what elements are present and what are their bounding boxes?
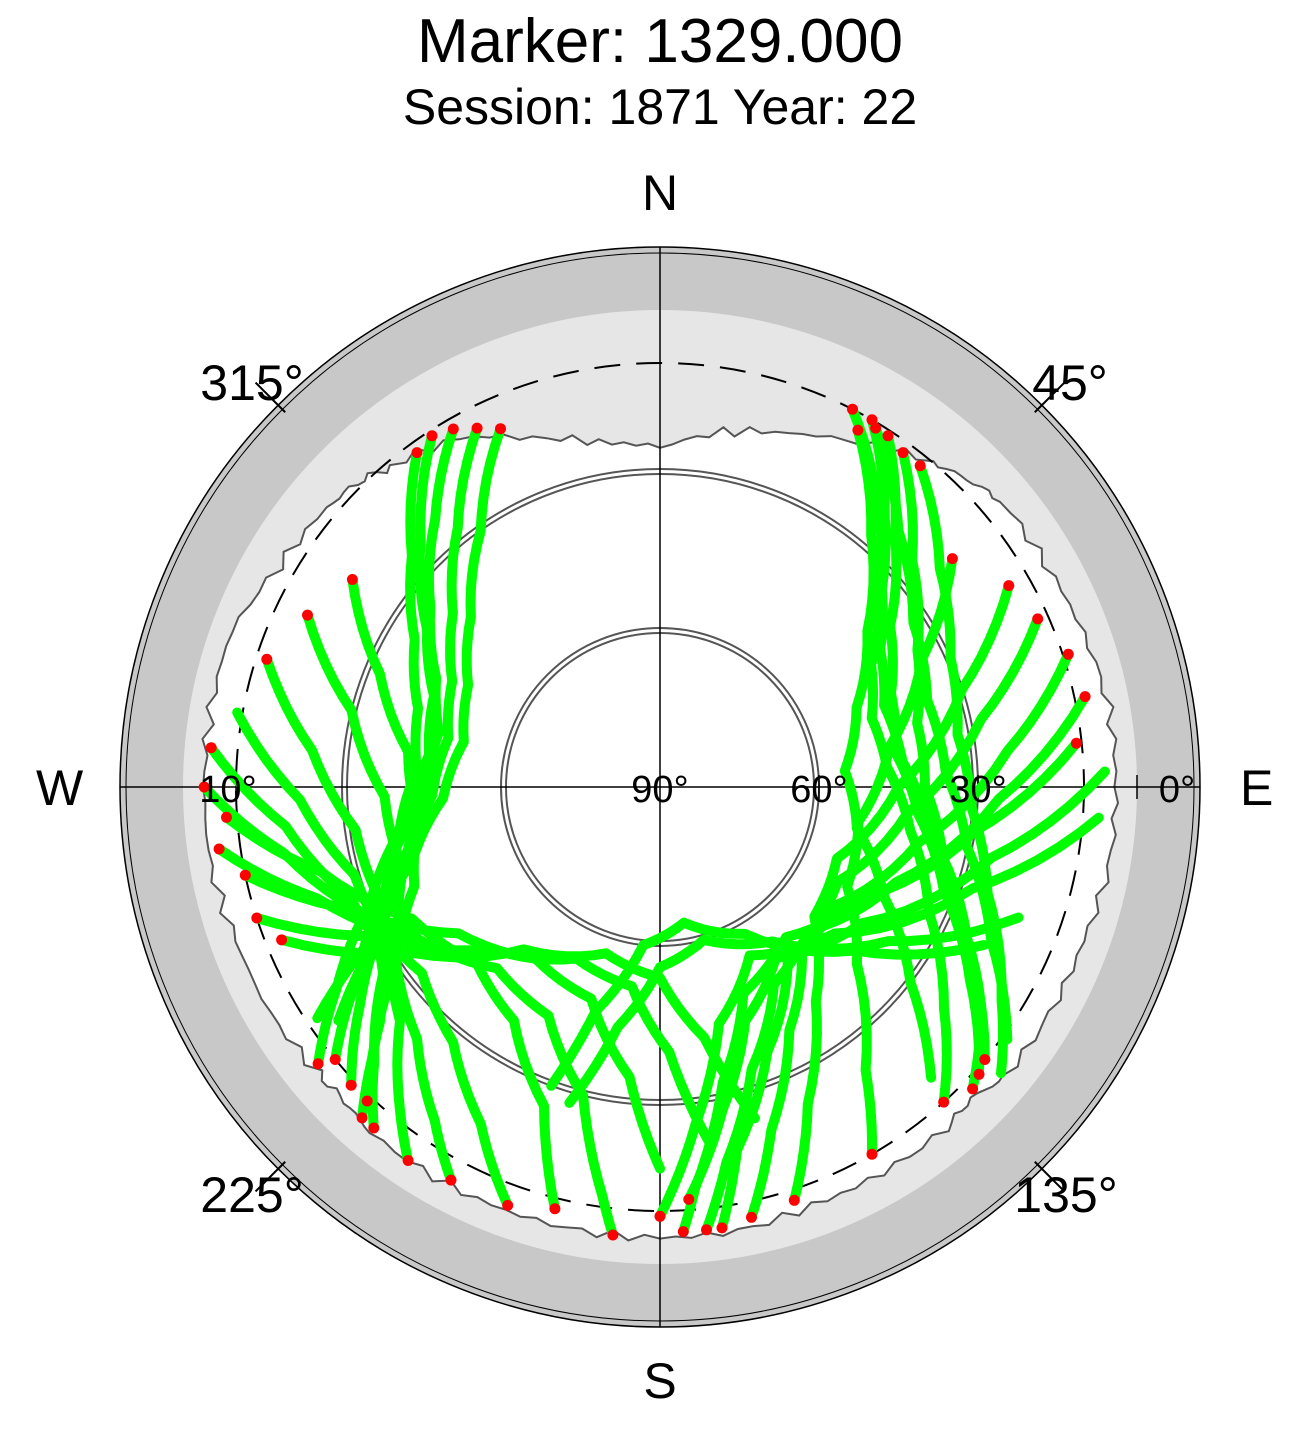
azimuth-label: 135° <box>1014 1167 1117 1223</box>
satellite-track <box>717 649 1074 1233</box>
track-endpoint <box>973 1068 985 1080</box>
elevation-label: 30° <box>949 769 1006 811</box>
track-endpoint <box>205 742 217 754</box>
track-endpoint <box>447 423 459 435</box>
track-endpoint <box>1032 613 1044 625</box>
track-endpoint <box>914 460 926 472</box>
track-endpoint <box>549 1203 561 1215</box>
azimuth-label: 45° <box>1032 355 1108 411</box>
track-endpoint <box>361 1095 373 1107</box>
track-endpoint <box>251 912 263 924</box>
track-endpoint <box>198 781 210 793</box>
track-endpoint <box>261 653 273 665</box>
satellite-tracks <box>199 404 1110 1240</box>
compass-east-label: E <box>1240 760 1273 816</box>
track-endpoint <box>471 422 483 434</box>
satellite-track <box>683 766 1110 1205</box>
track-endpoint <box>356 1112 368 1124</box>
azimuth-ticks <box>254 381 1066 1193</box>
track-endpoint <box>346 574 358 585</box>
azimuth-tick <box>254 1161 286 1193</box>
elevation-label: 10° <box>199 769 256 811</box>
track-endpoint <box>746 1211 757 1223</box>
track-endpoint <box>302 609 313 621</box>
azimuth-tick <box>1034 1161 1066 1193</box>
elevation-label: 90° <box>631 769 688 811</box>
track-endpoints <box>198 403 1091 1241</box>
track-endpoint <box>1062 648 1074 660</box>
elevation-labels: 90° 60° 30° 0° 10° <box>199 769 1195 811</box>
satellite-track <box>789 580 1014 1206</box>
track-endpoint <box>967 1083 979 1095</box>
track-endpoint <box>866 414 878 426</box>
satellite-track <box>206 742 456 1186</box>
track-endpoint <box>426 430 438 442</box>
track-endpoint <box>701 1224 712 1236</box>
track-endpoint <box>716 1222 728 1234</box>
chart-title: Marker: 1329.000 <box>417 7 903 76</box>
satellite-track <box>261 654 389 1133</box>
track-endpoint <box>213 843 225 855</box>
track-endpoint <box>329 1054 341 1065</box>
track-endpoint <box>221 811 232 823</box>
track-endpoint <box>368 1122 380 1134</box>
azimuth-labels: 45° 135° 225° 315° <box>200 355 1117 1223</box>
azimuth-tick <box>1034 381 1066 413</box>
satellite-track <box>564 912 1024 1108</box>
track-endpoint <box>852 424 864 436</box>
track-endpoint <box>345 1079 357 1091</box>
track-endpoint <box>870 422 882 434</box>
track-endpoint <box>683 1193 695 1205</box>
satellite-track <box>842 553 958 1160</box>
compass-south-label: S <box>643 1353 676 1409</box>
track-endpoint <box>654 1210 666 1222</box>
elevation-label: 0° <box>1159 769 1195 811</box>
elevation-label: 60° <box>790 769 847 811</box>
track-endpoint <box>882 430 894 442</box>
track-endpoint <box>866 1148 878 1160</box>
track-endpoint <box>312 1058 324 1070</box>
track-endpoint <box>1070 737 1082 749</box>
azimuth-label: 315° <box>200 355 303 411</box>
track-endpoint <box>607 1229 619 1241</box>
track-endpoint <box>445 1174 457 1186</box>
compass-west-label: W <box>36 760 84 816</box>
track-endpoint <box>946 553 958 565</box>
track-endpoint <box>938 1096 950 1108</box>
track-endpoint <box>402 1155 414 1166</box>
satellite-track <box>313 447 424 1069</box>
satellite-track <box>276 934 760 1124</box>
track-endpoint <box>847 403 858 415</box>
track-endpoint <box>897 447 909 459</box>
track-endpoint <box>495 423 506 435</box>
chart-subtitle: Session: 1871 Year: 22 <box>403 79 917 135</box>
track-endpoint <box>276 934 288 946</box>
track-endpoint <box>411 447 423 459</box>
track-endpoint <box>979 1054 991 1065</box>
compass-north-label: N <box>642 165 678 221</box>
azimuth-tick <box>254 381 286 413</box>
track-endpoint <box>1003 580 1015 592</box>
track-endpoint <box>788 1194 800 1206</box>
azimuth-label: 225° <box>200 1167 303 1223</box>
satellite-track <box>746 613 1043 1223</box>
track-endpoint <box>239 869 251 881</box>
track-endpoint <box>677 1226 689 1238</box>
track-endpoint <box>502 1199 514 1211</box>
track-endpoint <box>1079 691 1091 703</box>
